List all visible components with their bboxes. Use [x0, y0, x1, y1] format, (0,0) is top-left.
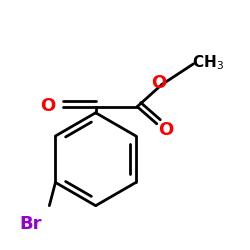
Text: O: O — [152, 74, 167, 92]
Text: O: O — [158, 122, 173, 140]
Text: CH$_3$: CH$_3$ — [192, 53, 224, 72]
Text: O: O — [40, 97, 56, 115]
Text: Br: Br — [20, 215, 42, 233]
